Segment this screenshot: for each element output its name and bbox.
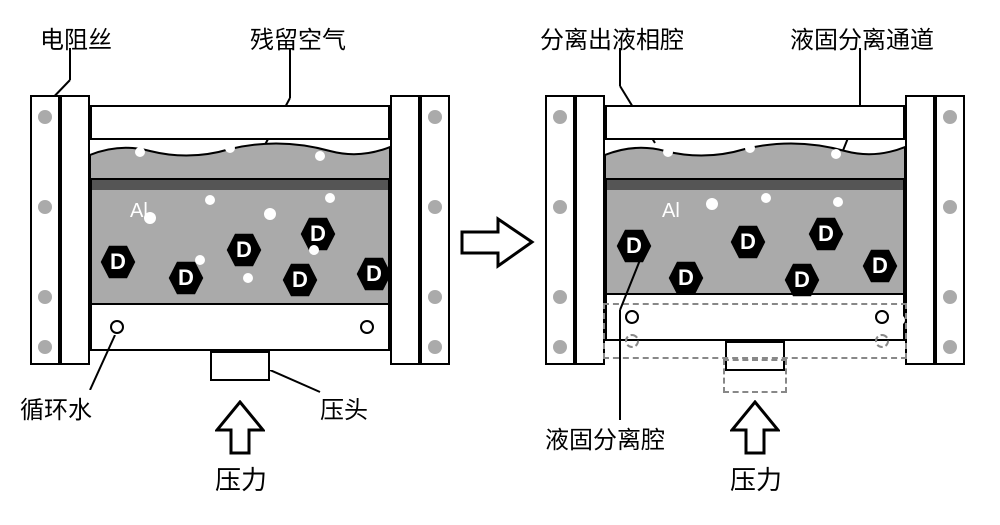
air-bubble bbox=[895, 315, 905, 325]
flange-dot bbox=[428, 200, 442, 214]
flange-dot bbox=[38, 110, 52, 124]
air-bubble bbox=[225, 143, 235, 153]
flange-dot bbox=[553, 110, 567, 124]
air-bubble bbox=[264, 208, 276, 220]
right-flange-inner-l bbox=[575, 95, 605, 365]
right-flange-outer-r bbox=[935, 95, 965, 365]
left-wavy-liquid bbox=[90, 135, 390, 180]
air-bubble bbox=[144, 212, 156, 224]
right-flange-inner-r bbox=[905, 95, 935, 365]
flange-dot bbox=[943, 290, 957, 304]
air-bubble bbox=[309, 245, 319, 255]
air-bubble bbox=[761, 193, 771, 203]
flange-dot bbox=[428, 290, 442, 304]
air-bubble bbox=[325, 193, 335, 203]
flange-dot bbox=[943, 110, 957, 124]
al-label-right: Al bbox=[662, 200, 680, 223]
air-bubble bbox=[663, 147, 673, 157]
left-bottom-chamber bbox=[90, 303, 390, 351]
leg-dot bbox=[360, 320, 374, 334]
air-bubble bbox=[315, 151, 325, 161]
left-flange-inner-r bbox=[390, 95, 420, 365]
flange-dot bbox=[553, 340, 567, 354]
flange-dot bbox=[428, 110, 442, 124]
right-wavy-liquid bbox=[605, 135, 905, 180]
left-flange-outer-r bbox=[420, 95, 450, 365]
air-bubble bbox=[195, 255, 205, 265]
right-flange-outer-l bbox=[545, 95, 575, 365]
left-press-head bbox=[210, 351, 270, 381]
leader-press-head bbox=[270, 370, 330, 395]
air-bubble bbox=[205, 195, 215, 205]
label-press-head: 压头 bbox=[320, 390, 368, 425]
label-pressure-left: 压力 bbox=[215, 460, 267, 497]
flange-dot bbox=[553, 200, 567, 214]
air-bubble bbox=[745, 143, 755, 153]
pressure-arrow-left-icon bbox=[215, 400, 265, 455]
air-bubble bbox=[135, 147, 145, 157]
pressure-arrow-right-icon bbox=[730, 400, 780, 455]
label-pressure-right: 压力 bbox=[730, 460, 782, 497]
air-bubble bbox=[831, 149, 841, 159]
label-liquid-solid-cavity: 液固分离腔 bbox=[545, 420, 665, 455]
air-bubble bbox=[243, 273, 253, 283]
air-bubble bbox=[833, 197, 843, 207]
air-bubble bbox=[706, 198, 718, 210]
left-flange-inner-l bbox=[60, 95, 90, 365]
leg-dot bbox=[110, 320, 124, 334]
dashed-leg-dot bbox=[875, 334, 889, 348]
center-arrow-icon bbox=[460, 215, 535, 270]
flange-dot bbox=[553, 290, 567, 304]
label-circulating-water: 循环水 bbox=[20, 390, 92, 425]
flange-dot bbox=[38, 200, 52, 214]
flange-dot bbox=[943, 200, 957, 214]
flange-dot bbox=[38, 340, 52, 354]
right-dashed-press bbox=[723, 359, 787, 393]
leader-circulating-water bbox=[85, 335, 125, 390]
flange-dot bbox=[428, 340, 442, 354]
left-flange-outer-l bbox=[30, 95, 60, 365]
flange-dot bbox=[38, 290, 52, 304]
leader-liquid-solid-cavity bbox=[610, 260, 650, 420]
flange-dot bbox=[943, 340, 957, 354]
